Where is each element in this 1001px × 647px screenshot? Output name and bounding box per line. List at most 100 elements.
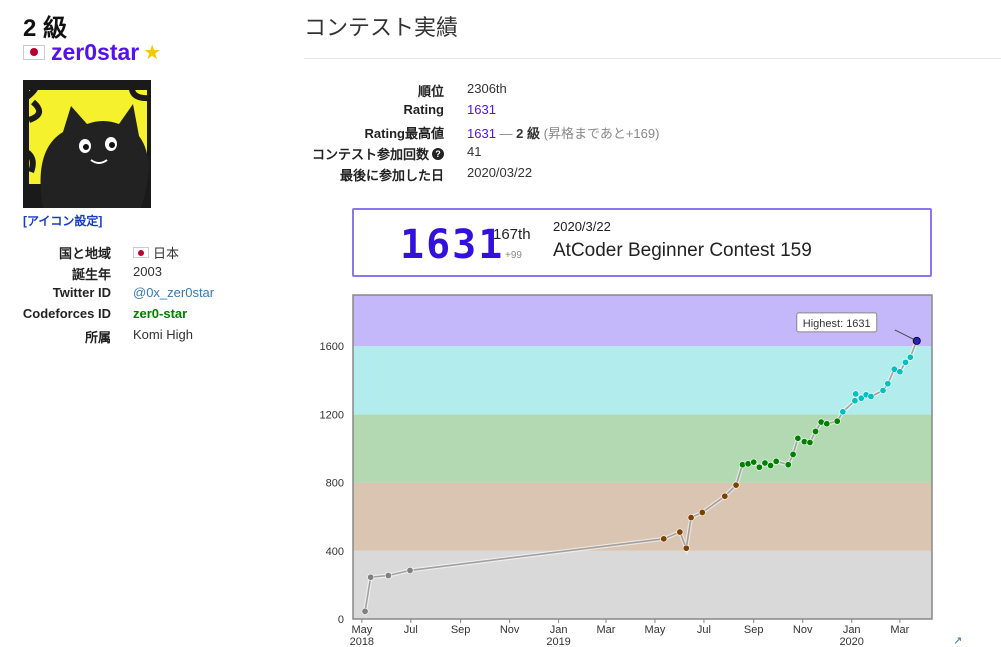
- rating-point: [767, 462, 775, 470]
- rating-point: [682, 544, 690, 552]
- rating-band-0: [353, 550, 932, 619]
- latest-diff: +99: [505, 250, 522, 261]
- y-tick-label: 0: [338, 614, 344, 626]
- x-tick-label: Jan: [550, 624, 568, 636]
- y-tick-label: 800: [326, 478, 344, 490]
- rating-point: [906, 353, 914, 361]
- rating-point: [896, 368, 904, 376]
- latest-contest-name[interactable]: AtCoder Beginner Contest 159: [553, 240, 812, 261]
- section-title: コンテスト実績: [304, 15, 459, 40]
- rating-point: [901, 358, 909, 366]
- highest-value: 1631: [467, 126, 496, 141]
- rank-title: 2 級: [23, 15, 68, 42]
- x-tick-label: Nov: [793, 624, 813, 636]
- info-value: 日本: [153, 246, 180, 261]
- x-tick-label: Jan: [843, 624, 861, 636]
- stat-value: 2020/03/22: [467, 165, 533, 180]
- x-tick-label: Mar: [890, 624, 909, 636]
- stat-label: コンテスト参加回数: [311, 147, 429, 162]
- rating-point: [687, 514, 695, 522]
- rating-point: [879, 386, 887, 394]
- rating-point: [812, 427, 820, 435]
- stat-label: 最後に参加した日: [339, 168, 444, 183]
- x-tick-label: May: [645, 624, 666, 636]
- japan-flag-icon: [133, 247, 149, 258]
- y-tick-label: 400: [326, 546, 344, 558]
- x-tick-year: 2019: [546, 636, 570, 646]
- stat-value: 1631: [467, 102, 496, 117]
- expand-icon[interactable]: ↗: [953, 635, 963, 647]
- info-label: Twitter ID: [52, 285, 111, 300]
- rating-point: [784, 461, 792, 469]
- user-line: zer0star ★: [23, 38, 161, 66]
- info-row-codeforces: Codeforces ID zer0-star: [0, 306, 300, 326]
- rating-point: [732, 481, 740, 489]
- stat-row-count: コンテスト参加回数? 41: [300, 144, 1000, 164]
- rating-point: [772, 457, 780, 465]
- info-value: 2003: [133, 264, 162, 279]
- rating-point: [857, 394, 865, 402]
- x-tick-label: Sep: [451, 624, 471, 636]
- rating-band-3: [353, 346, 932, 415]
- latest-contest-box: 1631 167th +99 2020/3/22 AtCoder Beginne…: [352, 208, 932, 277]
- x-tick-year: 2018: [350, 636, 374, 646]
- x-tick-year: 2020: [839, 636, 863, 646]
- rating-point: [406, 566, 414, 574]
- icon-setting-link[interactable]: [アイコン設定]: [23, 214, 103, 228]
- rating-point: [660, 535, 668, 543]
- x-tick-label: Mar: [596, 624, 615, 636]
- stat-label: Rating: [403, 102, 444, 117]
- x-tick-label: Nov: [500, 624, 520, 636]
- plot-frame: [352, 294, 933, 620]
- rating-point: [852, 390, 860, 398]
- highest-kyu: 2 級: [516, 126, 541, 141]
- info-value: Komi High: [133, 327, 193, 342]
- rating-point: [361, 607, 369, 615]
- x-tick-label: May: [351, 624, 372, 636]
- question-icon[interactable]: ?: [432, 147, 444, 160]
- rating-point: [867, 392, 875, 400]
- twitter-link[interactable]: @0x_zer0star: [133, 285, 215, 300]
- info-row-birth-year: 誕生年 2003: [0, 264, 300, 284]
- info-row-country: 国と地域 日本: [0, 243, 300, 263]
- rating-point: [890, 365, 898, 373]
- rating-point: [823, 420, 831, 428]
- info-label: 国と地域: [58, 246, 111, 261]
- stat-label: 順位: [417, 84, 444, 99]
- rating-point: [794, 434, 802, 442]
- stat-row-rank: 順位 2306th: [300, 81, 1000, 101]
- x-tick-label: Jul: [404, 624, 418, 636]
- username-link[interactable]: zer0star: [51, 38, 140, 65]
- japan-flag-icon: [23, 44, 45, 60]
- promotion-note: (昇格まであと+169): [543, 126, 660, 141]
- codeforces-link[interactable]: zer0-star: [133, 306, 188, 321]
- rating-point: [851, 397, 859, 405]
- highest-annotation: Highest: 1631: [803, 318, 871, 330]
- separator: —: [499, 126, 513, 141]
- rating-point: [367, 573, 375, 581]
- x-tick-label: Sep: [744, 624, 764, 636]
- rating-point: [698, 508, 706, 516]
- rating-band-2: [353, 414, 932, 483]
- stat-row-rating: Rating 1631: [300, 102, 1000, 122]
- rating-point: [755, 463, 763, 471]
- stat-label: Rating最高値: [364, 126, 444, 141]
- x-tick-label: Jul: [697, 624, 711, 636]
- info-row-twitter: Twitter ID @0x_zer0star: [0, 285, 300, 305]
- rating-point: [384, 572, 392, 580]
- stat-value: 41: [467, 144, 482, 159]
- info-label: 誕生年: [71, 267, 111, 282]
- highest-point: [912, 336, 921, 345]
- star-icon: ★: [143, 41, 162, 64]
- y-tick-label: 1200: [320, 409, 344, 421]
- rating-point: [750, 458, 758, 466]
- annotation-leader: [894, 329, 917, 342]
- divider: [304, 58, 1001, 59]
- annotation-box: [796, 312, 878, 333]
- stat-row-highest: Rating最高値 1631 — 2 級 (昇格まであと+169): [300, 123, 1000, 143]
- info-row-affiliation: 所属 Komi High: [0, 327, 300, 347]
- rating-point: [833, 417, 841, 425]
- rating-point: [789, 450, 797, 458]
- rating-point: [806, 439, 814, 447]
